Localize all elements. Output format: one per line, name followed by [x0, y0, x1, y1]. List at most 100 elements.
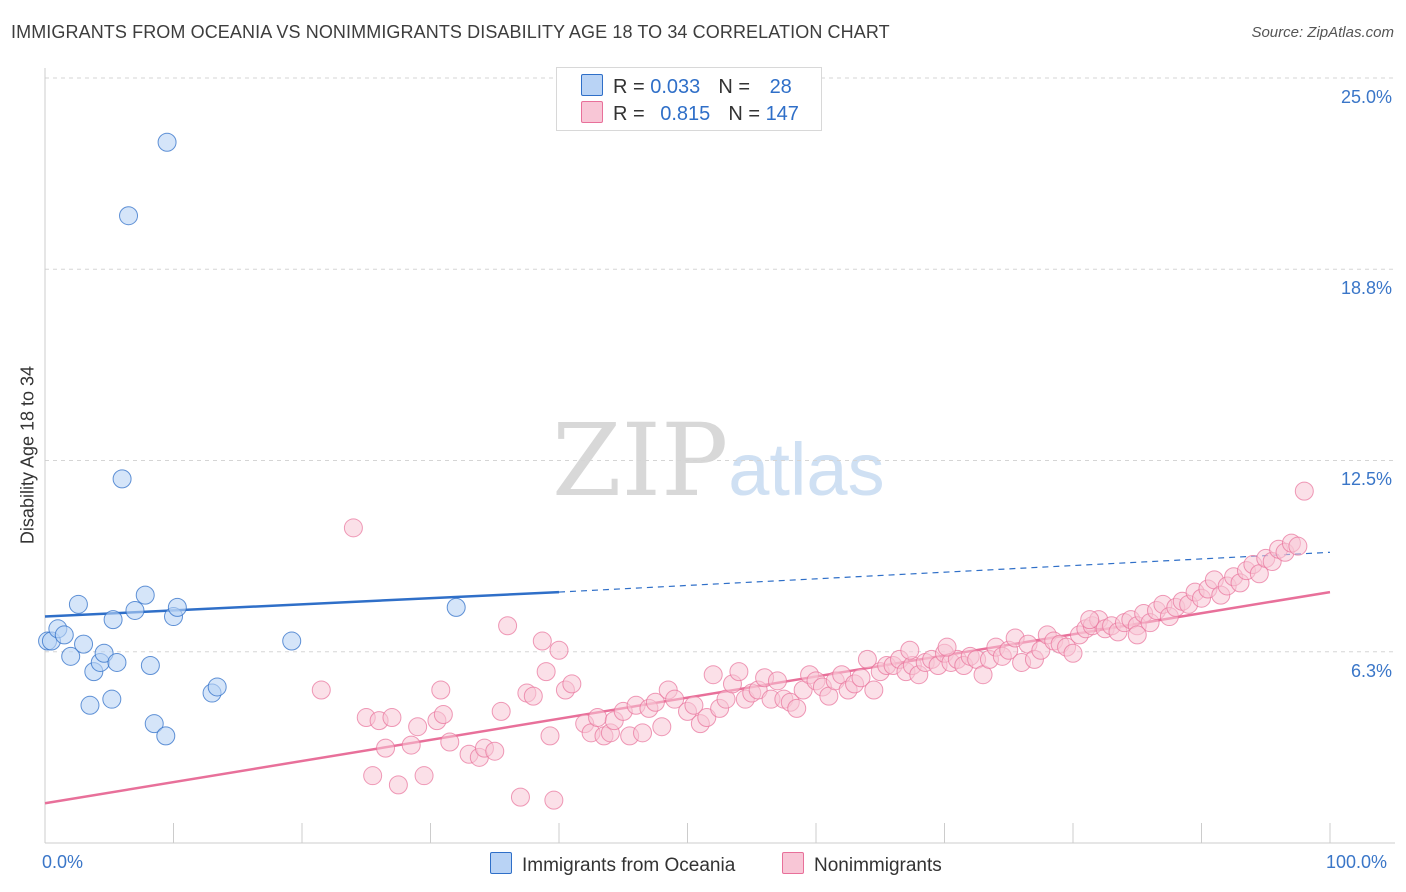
y-tick-label: 25.0% — [1340, 87, 1392, 107]
data-point-nonimmigrants — [684, 695, 704, 715]
data-point-nonimmigrants — [491, 701, 511, 721]
data-point-nonimmigrants — [937, 637, 957, 657]
data-point-oceania — [140, 656, 160, 676]
chart-title: IMMIGRANTS FROM OCEANIA VS NONIMMIGRANTS… — [11, 22, 890, 42]
data-point-oceania — [282, 631, 302, 651]
data-point-oceania — [156, 726, 176, 746]
data-point-nonimmigrants — [787, 698, 807, 718]
data-point-oceania — [102, 689, 122, 709]
data-point-nonimmigrants — [311, 680, 331, 700]
data-point-nonimmigrants — [376, 738, 396, 758]
legend-series-label: Immigrants from Oceania — [522, 855, 736, 876]
data-point-nonimmigrants — [1127, 625, 1147, 645]
data-point-nonimmigrants — [549, 640, 569, 660]
stats-legend: R = 0.033 N = 28 R = 0.815 N = 147 — [556, 67, 822, 131]
bottom-legend-nonimmigrants: Nonimmigrants — [782, 852, 942, 877]
legend-n-label: N = — [728, 103, 766, 125]
data-point-nonimmigrants — [652, 717, 672, 737]
legend-swatch-pink — [581, 101, 603, 123]
data-point-nonimmigrants — [857, 649, 877, 669]
data-point-nonimmigrants — [1288, 536, 1308, 556]
data-point-oceania — [157, 132, 177, 152]
data-point-nonimmigrants — [382, 708, 402, 728]
data-point-nonimmigrants — [697, 708, 717, 728]
trend-line-oceania-extension — [558, 551, 1331, 593]
legend-swatch-blue — [581, 74, 603, 96]
axes — [44, 68, 1395, 844]
data-points — [38, 132, 1314, 810]
legend-r-label: R = — [613, 103, 651, 125]
source-label: Source: ZipAtlas.com — [1251, 24, 1394, 41]
legend-row-oceania: R = 0.033 N = 28 — [581, 74, 792, 100]
data-point-oceania — [54, 625, 74, 645]
y-tick-label: 6.3% — [1350, 661, 1392, 681]
data-point-nonimmigrants — [645, 692, 665, 712]
data-point-oceania — [119, 206, 139, 226]
data-point-nonimmigrants — [544, 790, 564, 810]
legend-n-label: N = — [718, 76, 756, 98]
data-point-nonimmigrants — [1063, 643, 1083, 663]
data-point-nonimmigrants — [510, 787, 530, 807]
bottom-legend-oceania: Immigrants from Oceania — [490, 852, 735, 877]
data-point-oceania — [107, 652, 127, 672]
data-point-nonimmigrants — [729, 662, 749, 682]
data-point-nonimmigrants — [1294, 481, 1314, 501]
data-point-nonimmigrants — [343, 518, 363, 538]
legend-swatch-blue — [490, 852, 512, 874]
data-point-nonimmigrants — [851, 668, 871, 688]
data-point-nonimmigrants — [414, 766, 434, 786]
data-point-oceania — [207, 677, 227, 697]
data-point-nonimmigrants — [633, 723, 653, 743]
x-tick-label: 0.0% — [42, 852, 84, 872]
legend-series-label: Nonimmigrants — [814, 855, 942, 876]
data-point-nonimmigrants — [408, 717, 428, 737]
data-point-nonimmigrants — [523, 686, 543, 706]
data-point-nonimmigrants — [431, 680, 451, 700]
x-tick-label: 100.0% — [1326, 852, 1388, 872]
data-point-nonimmigrants — [433, 704, 453, 724]
data-point-nonimmigrants — [536, 662, 556, 682]
data-point-oceania — [68, 594, 88, 614]
trend-line-oceania — [44, 590, 560, 618]
legend-n-value: 28 — [769, 76, 792, 98]
data-point-nonimmigrants — [864, 680, 884, 700]
data-point-oceania — [144, 714, 164, 734]
legend-r-value: 0.033 — [650, 76, 701, 98]
data-point-nonimmigrants — [703, 665, 723, 685]
legend-n-value: 147 — [765, 103, 799, 125]
data-point-nonimmigrants — [485, 741, 505, 761]
legend-swatch-pink — [782, 852, 804, 874]
data-point-oceania — [112, 469, 132, 489]
data-point-oceania — [135, 585, 155, 605]
data-point-nonimmigrants — [363, 766, 383, 786]
gridlines — [45, 77, 1395, 653]
data-point-nonimmigrants — [900, 640, 920, 660]
data-point-oceania — [103, 610, 123, 630]
y-tick-label: 12.5% — [1340, 469, 1392, 489]
y-tick-label: 18.8% — [1340, 278, 1392, 298]
data-point-oceania — [80, 695, 100, 715]
data-point-nonimmigrants — [388, 775, 408, 795]
data-point-nonimmigrants — [562, 674, 582, 694]
data-point-nonimmigrants — [401, 735, 421, 755]
data-point-oceania — [94, 643, 114, 663]
data-point-oceania — [125, 600, 145, 620]
data-point-oceania — [446, 597, 466, 617]
data-point-oceania — [74, 634, 94, 654]
trend-lines — [44, 551, 1331, 805]
data-point-nonimmigrants — [588, 708, 608, 728]
data-point-oceania — [61, 646, 81, 666]
legend-r-value: 0.815 — [660, 103, 711, 125]
legend-row-nonimmigrants: R = 0.815 N = 147 — [581, 101, 799, 127]
watermark-atlas: atlas — [728, 428, 885, 511]
data-point-nonimmigrants — [665, 689, 685, 709]
data-point-nonimmigrants — [767, 671, 787, 691]
data-point-nonimmigrants — [532, 631, 552, 651]
data-point-nonimmigrants — [440, 732, 460, 752]
legend-r-label: R = — [613, 76, 651, 98]
data-point-oceania — [167, 597, 187, 617]
data-point-nonimmigrants — [498, 616, 518, 636]
y-axis-title: Disability Age 18 to 34 — [17, 365, 38, 545]
data-point-nonimmigrants — [1080, 610, 1100, 630]
